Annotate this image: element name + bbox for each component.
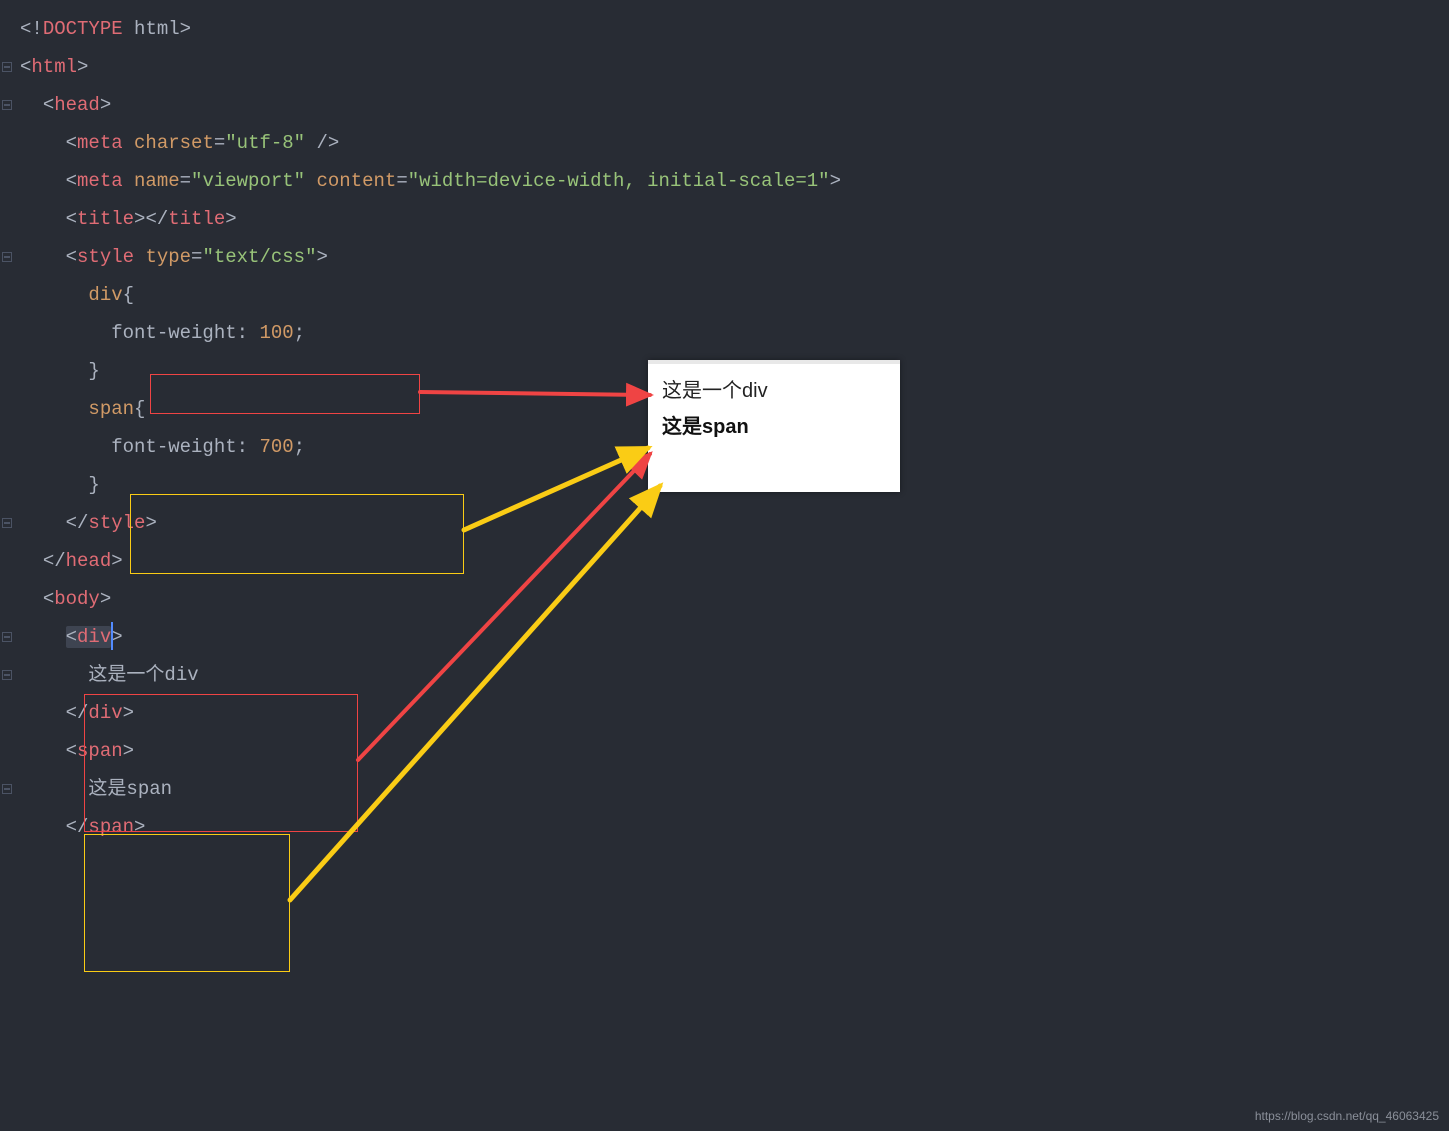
preview-div-text: 这是一个div: [662, 376, 886, 406]
fold-marker[interactable]: [2, 252, 12, 262]
box-span: [84, 834, 290, 972]
code-editor: <!DOCTYPE html> <html> <head> <meta char…: [0, 0, 1449, 1131]
fold-marker[interactable]: [2, 518, 12, 528]
fold-marker[interactable]: [2, 632, 12, 642]
watermark: https://blog.csdn.net/qq_46063425: [1255, 1107, 1439, 1125]
preview-panel: 这是一个div 这是span: [648, 360, 900, 492]
fold-marker[interactable]: [2, 100, 12, 110]
fold-marker[interactable]: [2, 784, 12, 794]
fold-marker[interactable]: [2, 62, 12, 72]
fold-gutter: [0, 0, 12, 1131]
preview-span-text: 这是span: [662, 412, 886, 442]
fold-marker[interactable]: [2, 670, 12, 680]
